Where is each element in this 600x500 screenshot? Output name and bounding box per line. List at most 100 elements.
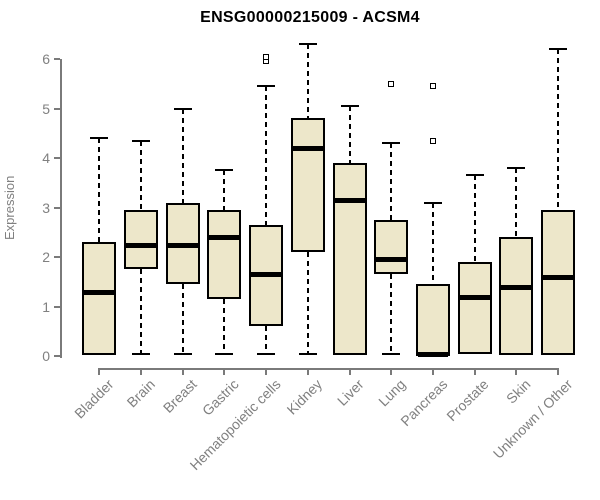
whisker-upper-hematopoietic-cells: [265, 86, 268, 225]
box-lung: [374, 219, 409, 275]
median-line-liver: [334, 198, 365, 204]
box-bladder: [82, 242, 117, 355]
box-brain: [124, 209, 158, 270]
x-tick: [181, 368, 184, 375]
whisker-cap-lower-kidney: [298, 352, 317, 355]
whisker-cap-upper-bladder: [90, 137, 109, 140]
y-axis-label: Expression: [2, 175, 17, 241]
whisker-lower-breast: [181, 284, 184, 354]
x-tick-label-kidney: Kidney: [283, 376, 326, 418]
median-line-hematopoietic-cells: [251, 272, 282, 278]
whisker-cap-upper-lung: [382, 142, 401, 145]
whisker-cap-upper-prostate: [465, 174, 484, 177]
median-line-lung: [376, 257, 407, 263]
whisker-cap-lower-lung: [382, 352, 401, 355]
y-tick: [54, 58, 60, 60]
whisker-lower-gastric: [223, 299, 226, 354]
box-unknown-other: [541, 209, 575, 355]
y-tick-label: 0: [42, 348, 50, 364]
outlier-point-pancreas: [429, 137, 436, 144]
outlier-point-hematopoietic-cells: [263, 53, 270, 60]
whisker-upper-skin: [515, 167, 518, 238]
box-skin: [499, 237, 534, 355]
x-tick: [473, 368, 476, 375]
y-tick-label: 5: [42, 100, 50, 117]
x-tick: [306, 368, 309, 375]
whisker-lower-lung: [390, 274, 393, 354]
y-tick-label: 1: [42, 298, 50, 315]
median-line-breast: [167, 242, 198, 248]
whisker-lower-brain: [140, 269, 142, 354]
median-line-pancreas: [417, 351, 448, 357]
x-tick: [557, 368, 559, 375]
x-tick: [515, 368, 518, 375]
median-line-bladder: [84, 289, 115, 295]
box-gastric: [207, 209, 242, 300]
x-axis-line: [98, 368, 559, 370]
y-tick-label: 4: [42, 150, 50, 166]
whisker-upper-breast: [181, 108, 184, 203]
whisker-cap-lower-breast: [173, 352, 192, 355]
median-line-skin: [501, 284, 532, 290]
y-tick: [54, 206, 60, 209]
x-tick-label-liver: Liver: [334, 376, 367, 409]
x-tick-label-unknown-other: Unknown / Other: [489, 376, 576, 462]
median-line-unknown-other: [543, 274, 573, 280]
x-tick-label-breast: Breast: [160, 376, 201, 416]
whisker-cap-upper-brain: [132, 139, 150, 142]
y-tick-label: 6: [42, 51, 50, 67]
whisker-cap-lower-gastric: [215, 352, 234, 355]
x-tick: [390, 368, 393, 375]
x-tick: [348, 368, 351, 375]
median-line-prostate: [459, 294, 490, 300]
box-kidney: [290, 118, 325, 253]
whisker-cap-lower-brain: [132, 352, 150, 355]
whisker-lower-hematopoietic-cells: [265, 326, 268, 354]
whisker-cap-lower-hematopoietic-cells: [257, 352, 276, 355]
box-pancreas: [415, 284, 450, 357]
x-tick-label-lung: Lung: [375, 376, 409, 410]
y-tick: [54, 355, 60, 357]
whisker-upper-liver: [348, 106, 351, 163]
median-line-kidney: [292, 146, 323, 152]
whisker-upper-brain: [140, 140, 142, 210]
whisker-upper-bladder: [98, 138, 101, 243]
y-tick-label: 3: [42, 199, 50, 216]
whisker-cap-upper-gastric: [215, 169, 234, 172]
whisker-lower-kidney: [306, 252, 309, 354]
y-tick: [54, 256, 60, 258]
x-tick-label-skin: Skin: [503, 376, 534, 407]
whisker-upper-kidney: [306, 44, 309, 119]
whisker-upper-unknown-other: [557, 49, 559, 210]
chart-title: ENSG00000215009 - ACSM4: [200, 9, 420, 26]
y-tick: [54, 107, 60, 110]
x-tick: [140, 368, 142, 375]
x-tick: [431, 368, 434, 375]
x-tick: [98, 368, 101, 375]
whisker-upper-gastric: [223, 170, 226, 210]
whisker-cap-upper-pancreas: [423, 201, 442, 204]
box-hematopoietic-cells: [249, 224, 284, 327]
x-tick: [223, 368, 226, 375]
y-tick-label: 2: [42, 249, 50, 265]
y-axis-line: [60, 59, 62, 358]
x-tick-label-bladder: Bladder: [71, 376, 117, 422]
whisker-cap-upper-breast: [173, 107, 192, 110]
median-line-gastric: [209, 235, 240, 241]
outlier-point-pancreas: [429, 83, 436, 90]
whisker-cap-upper-liver: [340, 105, 359, 108]
y-tick: [54, 305, 60, 308]
x-tick: [265, 368, 268, 375]
box-breast: [165, 202, 200, 285]
whisker-cap-upper-skin: [507, 166, 526, 169]
y-tick: [54, 157, 60, 159]
whisker-upper-pancreas: [431, 202, 434, 285]
whisker-cap-upper-hematopoietic-cells: [257, 85, 276, 88]
median-line-brain: [126, 242, 156, 248]
whisker-upper-prostate: [473, 175, 476, 262]
whisker-upper-lung: [390, 143, 393, 220]
box-prostate: [457, 261, 492, 354]
x-tick-label-brain: Brain: [123, 376, 159, 411]
x-tick-label-prostate: Prostate: [443, 376, 492, 425]
